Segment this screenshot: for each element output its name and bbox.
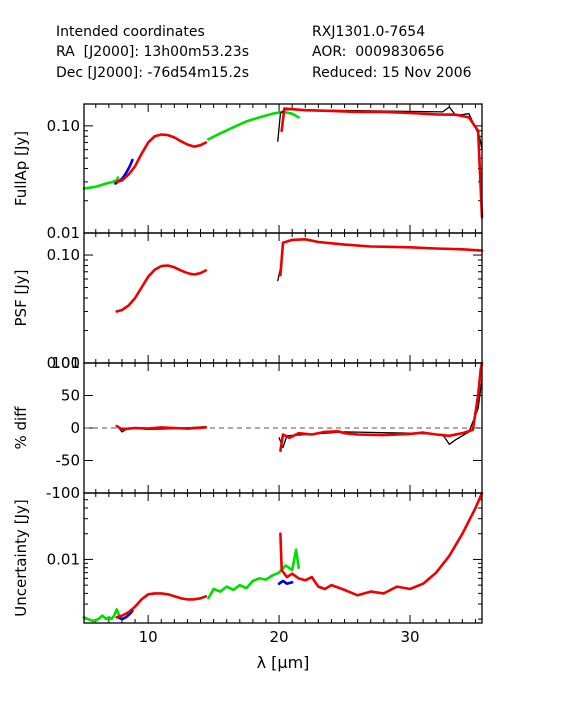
header-target-name: RXJ1301.0-7654 [312, 24, 425, 40]
series-line [280, 107, 484, 219]
series-line [279, 491, 484, 597]
series-line [278, 378, 483, 449]
series-line [279, 238, 484, 277]
series-line [115, 264, 208, 313]
y-axis-label: PSF [Jy] [12, 270, 30, 327]
header-ra: RA [J2000]: 13h00m53.23s [56, 44, 249, 60]
series-line [115, 133, 208, 184]
y-tick-label: 0.01 [47, 224, 80, 242]
y-axis-label: % diff [12, 406, 30, 450]
header-dec: Dec [J2000]: -76d54m15.2s [56, 65, 249, 81]
y-tick-label: 0 [70, 419, 80, 437]
header-title-left: Intended coordinates [56, 24, 205, 40]
panel-frame [83, 492, 483, 624]
y-axis-label: FullAp [Jy] [12, 131, 30, 206]
y-tick-label: 0.01 [47, 550, 80, 568]
x-tick-label: 30 [400, 628, 419, 646]
series-line [82, 176, 120, 190]
x-tick-label: 10 [139, 628, 158, 646]
y-tick-label: 100 [51, 354, 80, 372]
panel-psf: 0.01 0.10 PSF [Jy] [12, 232, 484, 372]
y-tick-label: 0.01 [47, 354, 80, 372]
y-tick-label: 0.10 [47, 117, 80, 135]
header-aor: AOR: 0009830656 [312, 44, 444, 60]
panel-uncertainty: 0.01 10 20 30 Uncertainty [Jy] λ [μm] [12, 491, 484, 672]
series-line [82, 608, 121, 623]
series-line [116, 609, 134, 621]
panel-fullap: 0.01 0.10 FullAp [Jy] [12, 103, 484, 242]
header-reduced-date: Reduced: 15 Nov 2006 [312, 65, 472, 81]
y-tick-label: 0.10 [47, 246, 80, 264]
series-line [277, 579, 294, 585]
series-line [115, 592, 208, 619]
y-tick-label: -100 [46, 484, 80, 502]
x-tick-label: 20 [270, 628, 289, 646]
series-line [207, 110, 300, 141]
y-axis-label: Uncertainty [Jy] [12, 499, 30, 616]
y-tick-label: 50 [61, 387, 80, 405]
x-axis-label: λ [μm] [257, 653, 310, 672]
series-line [115, 424, 208, 431]
panel-pctdiff: -100 -50 0 50 100 % diff [12, 354, 484, 502]
series-line [279, 361, 484, 453]
series-line [207, 548, 300, 600]
header: Intended coordinates RA [J2000]: 13h00m5… [56, 24, 472, 81]
y-tick-label: -50 [56, 452, 81, 470]
